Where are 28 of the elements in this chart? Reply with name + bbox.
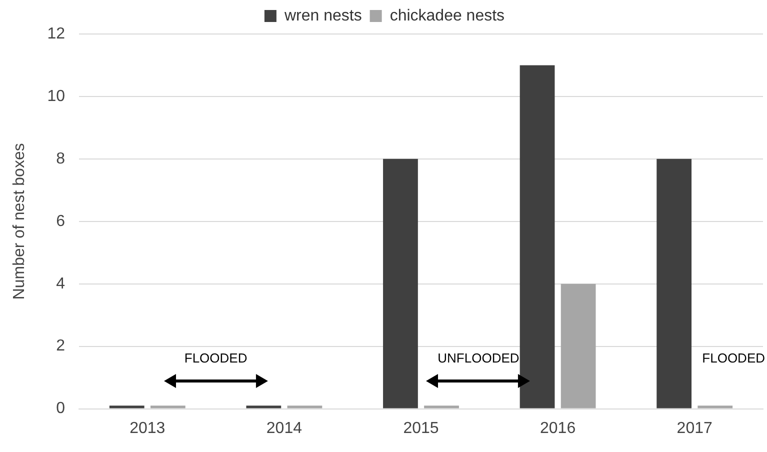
x-tick-label: 2014 (266, 420, 302, 437)
y-tick-label: 6 (56, 212, 66, 230)
y-tick-label: 4 (56, 275, 66, 292)
y-tick-label: 12 (47, 25, 66, 42)
x-tick-label: 2017 (676, 420, 712, 437)
bar (150, 406, 186, 408)
bar (656, 158, 692, 408)
x-tick-label: 2013 (130, 420, 166, 437)
legend-label: chickadee nests (390, 7, 505, 24)
annotation: FLOODED (702, 350, 765, 366)
y-tick-label: 0 (56, 400, 66, 418)
bar (383, 158, 418, 408)
bar (560, 284, 596, 408)
y-tick-label: 2 (56, 338, 66, 355)
bar (698, 406, 733, 408)
bar (246, 406, 282, 408)
bar (424, 406, 459, 408)
bar (287, 406, 322, 408)
annotation: UNFLOODED (438, 350, 520, 366)
y-tick-label: 8 (56, 150, 66, 168)
bar (520, 65, 555, 408)
x-tick-label: 2015 (403, 420, 439, 437)
legend-label: wren nests (283, 7, 362, 24)
x-tick-label: 2016 (540, 420, 576, 437)
annotation: FLOODED (184, 350, 248, 366)
y-tick-label: 10 (47, 88, 66, 105)
bar (109, 406, 144, 408)
y-axis-title: Number of nest boxes (11, 143, 28, 300)
